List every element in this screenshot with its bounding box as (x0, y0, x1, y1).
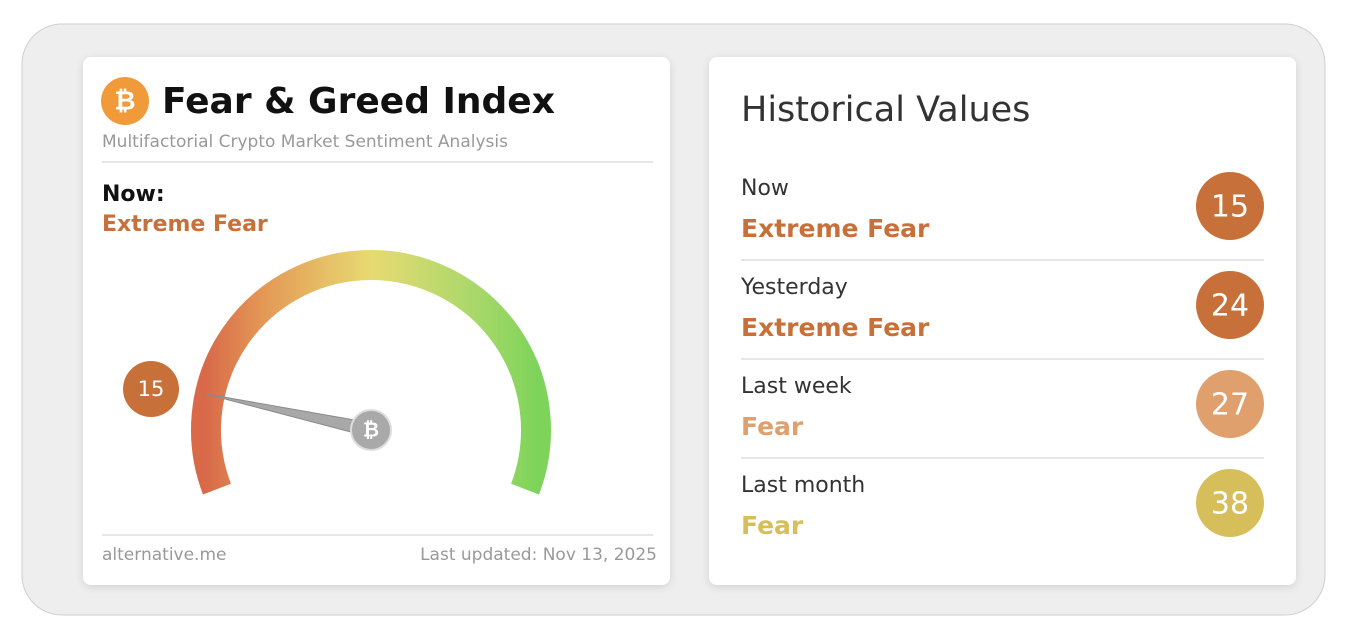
value-badge (1196, 172, 1264, 240)
value: 15 (1211, 190, 1249, 225)
value-badge (1196, 271, 1264, 339)
gauge-arc (191, 250, 551, 495)
value-badge (1196, 370, 1264, 438)
hub-glyph: ₿ (363, 418, 379, 442)
bitcoin-glyph: ₿ (114, 87, 135, 117)
needle-hub (350, 409, 392, 451)
bitcoin-logo (101, 77, 149, 125)
title: Fear & Greed Index (162, 81, 555, 122)
classification: Fear (741, 412, 804, 441)
history-card (709, 57, 1296, 585)
now-label: Now: (102, 182, 165, 207)
now-classification: Extreme Fear (102, 212, 268, 237)
value-badge (1196, 469, 1264, 537)
period: Last month (741, 473, 865, 498)
value: 27 (1211, 388, 1249, 423)
gauge-value: 15 (138, 377, 165, 401)
classification: Extreme Fear (741, 313, 930, 342)
value-badge (123, 361, 179, 417)
updated: Last updated: Nov 13, 2025 (420, 545, 657, 565)
subtitle: Multifactorial Crypto Market Sentiment A… (102, 132, 508, 152)
value: 38 (1211, 487, 1249, 522)
history-title: Historical Values (741, 90, 1030, 130)
period: Now (741, 176, 789, 201)
classification: Extreme Fear (741, 214, 930, 243)
value: 24 (1211, 289, 1249, 324)
period: Last week (741, 374, 852, 399)
classification: Fear (741, 511, 804, 540)
period: Yesterday (740, 275, 848, 300)
source: alternative.me (102, 545, 226, 565)
